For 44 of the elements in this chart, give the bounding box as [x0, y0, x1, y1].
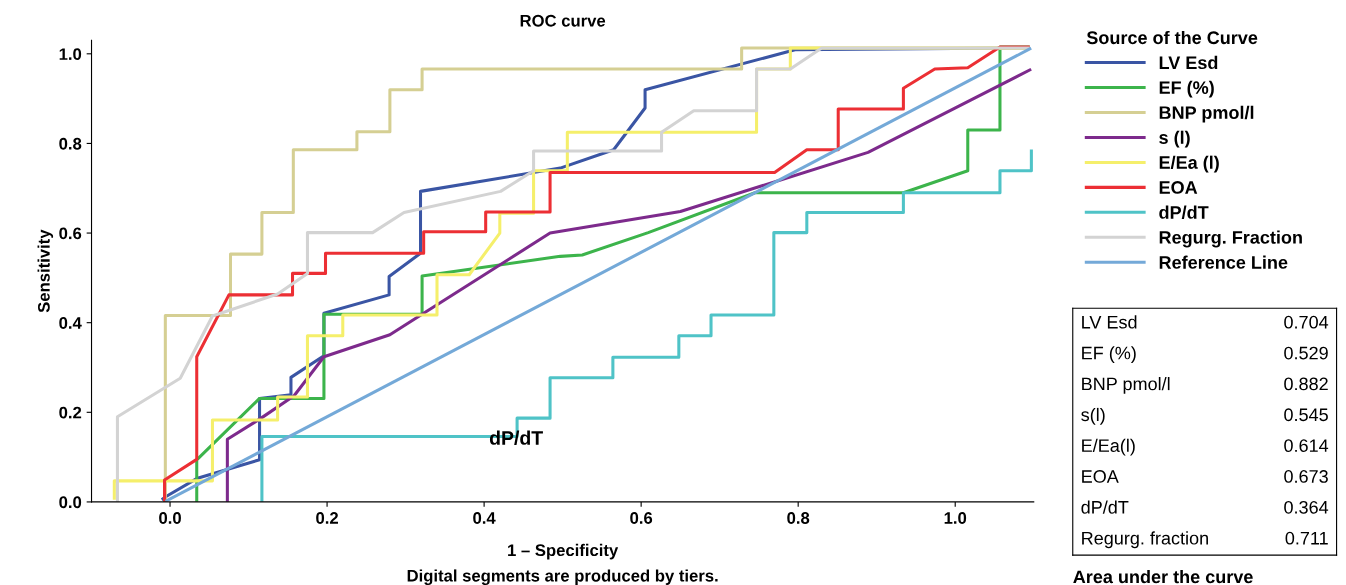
category-label: LV Esd [1082, 315, 1137, 329]
y-tick-label: 0.4 [59, 317, 82, 329]
annotation: dP/dT [489, 430, 543, 446]
y-axis-title: Sensitivity [37, 229, 54, 313]
legend-label: EOA [1159, 181, 1198, 194]
legend-label: LV Esd [1159, 55, 1218, 70]
y-tick-label: 0.0 [59, 496, 82, 509]
legend-label: EF (%) [1159, 80, 1214, 98]
category-label: s(l) [1081, 407, 1105, 425]
data-label: 0.529 [1284, 346, 1328, 360]
y-tick-label: 1.0 [59, 48, 82, 61]
data-label: 0.545 [1284, 408, 1328, 422]
x-tick-label: 0.6 [630, 512, 653, 524]
data-label: 0.882 [1284, 377, 1328, 391]
category-label: E/Ea(l) [1082, 438, 1135, 456]
data-label: 0.704 [1284, 315, 1329, 329]
y-tick-label: 0.2 [59, 406, 82, 419]
category-label: BNP pmol/l [1082, 377, 1170, 394]
legend-title: Source of the Curve [1086, 30, 1258, 45]
legend-label: BNP pmol/l [1159, 105, 1254, 123]
x-tick-label: 0.0 [159, 512, 181, 524]
x-tick-label: 0.4 [473, 512, 496, 524]
data-label: 0.364 [1284, 500, 1329, 514]
category-label: EF (%) [1082, 346, 1136, 363]
chart-title: ROC curve [520, 14, 606, 27]
y-tick-label: 0.6 [59, 227, 82, 240]
category-label: dP/dT [1081, 500, 1129, 514]
legend-label: s (l) [1159, 130, 1190, 148]
category-label: Regurg. fraction [1082, 531, 1208, 549]
category-label: EOA [1082, 470, 1119, 483]
legend-label: Reference Line [1159, 255, 1288, 269]
legend-label: Regurg. Fraction [1159, 230, 1302, 248]
x-tick-label: 0.8 [787, 512, 810, 524]
legend-label: E/Ea (l) [1159, 155, 1219, 173]
legend-label: dP/dT [1159, 205, 1209, 220]
x-axis-title: 1 – Specificity [508, 543, 619, 560]
y-tick-label: 0.8 [59, 137, 82, 150]
text: Area under the curve [1073, 569, 1253, 584]
x-tick-label: 0.2 [316, 512, 338, 524]
data-label: 0.711 [1285, 531, 1328, 545]
text: Digital segments are produced by tiers. [407, 569, 718, 585]
x-tick-label: 1.0 [944, 512, 967, 524]
data-label: 0.673 [1284, 470, 1328, 483]
data-label: 0.614 [1284, 439, 1329, 453]
